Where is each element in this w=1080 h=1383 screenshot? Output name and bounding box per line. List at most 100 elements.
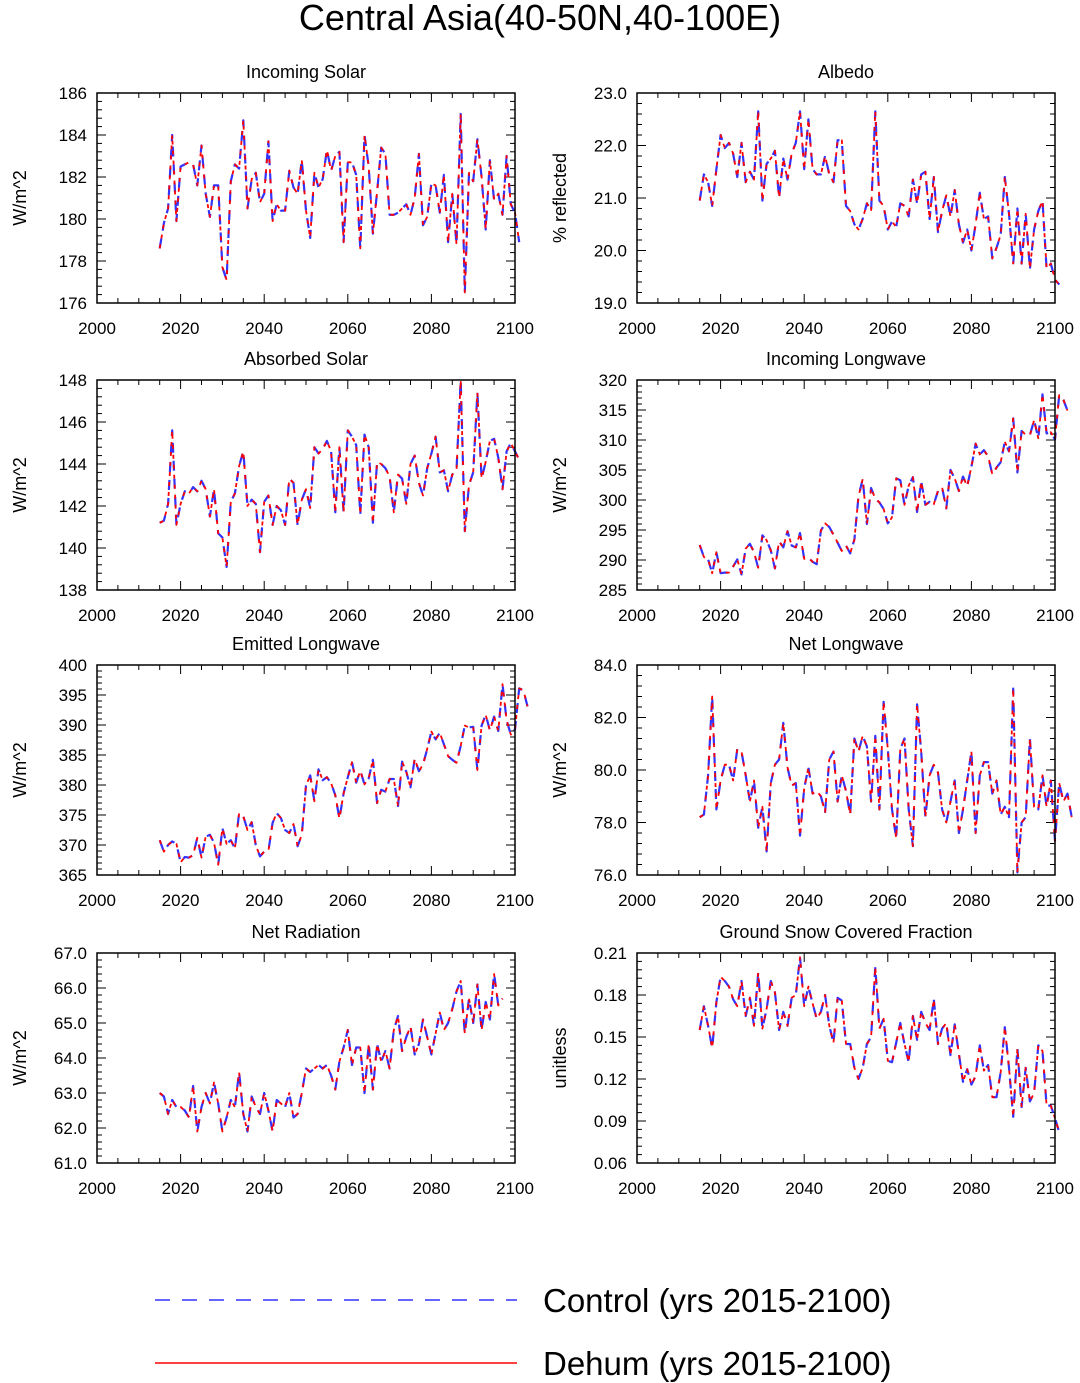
y-axis-label: W/m^2	[10, 1030, 30, 1085]
x-tick-label: 2080	[952, 606, 990, 625]
y-axis-label: W/m^2	[550, 457, 570, 512]
y-tick-label: 19.0	[594, 294, 627, 313]
y-tick-label: 295	[599, 521, 627, 540]
x-tick-label: 2000	[78, 319, 116, 338]
x-tick-label: 2060	[329, 606, 367, 625]
x-tick-label: 2000	[618, 319, 656, 338]
figure-title: Central Asia(40-50N,40-100E)	[299, 0, 781, 38]
panel-title: Ground Snow Covered Fraction	[719, 922, 972, 942]
x-tick-label: 2000	[78, 606, 116, 625]
y-tick-label: 184	[59, 126, 87, 145]
x-tick-label: 2060	[869, 891, 907, 910]
plot-frame	[96, 379, 516, 591]
plot-frame	[96, 952, 516, 1164]
panel-net-longwave: Net Longwave W/m^2 2000 2020 2040 2060 2080 210…	[550, 634, 1074, 910]
x-tick-label: 2080	[412, 891, 450, 910]
x-tick-label: 2020	[702, 1179, 740, 1198]
x-tick-label: 2040	[245, 1179, 283, 1198]
x-tick-label: 2000	[618, 606, 656, 625]
y-tick-label: 176	[59, 294, 87, 313]
y-axis-label: W/m^2	[10, 457, 30, 512]
y-tick-label: 320	[599, 371, 627, 390]
x-tick-label: 2100	[1036, 891, 1074, 910]
y-tick-label: 310	[599, 431, 627, 450]
x-tick-label: 2100	[496, 606, 534, 625]
x-tick-label: 2100	[496, 1179, 534, 1198]
series-line-dehum	[699, 687, 1073, 874]
series-line-dehum	[159, 379, 521, 568]
series-line-control	[158, 972, 504, 1133]
x-tick-label: 2100	[496, 319, 534, 338]
x-tick-label: 2040	[785, 606, 823, 625]
y-tick-label: 0.21	[594, 944, 627, 963]
x-tick-label: 2100	[496, 891, 534, 910]
y-tick-label: 0.18	[594, 986, 627, 1005]
x-tick-label: 2040	[245, 319, 283, 338]
panel-title: Incoming Solar	[246, 62, 366, 82]
x-tick-label: 2080	[412, 319, 450, 338]
y-tick-label: 300	[599, 491, 627, 510]
y-tick-label: 148	[59, 371, 87, 390]
y-tick-label: 65.0	[54, 1014, 87, 1033]
y-tick-label: 80.0	[594, 761, 627, 780]
x-tick-label: 2080	[952, 1179, 990, 1198]
y-tick-label: 84.0	[594, 656, 627, 675]
x-tick-label: 2060	[329, 1179, 367, 1198]
y-tick-label: 76.0	[594, 866, 627, 885]
x-tick-label: 2060	[869, 606, 907, 625]
plot-frame	[636, 952, 1056, 1164]
x-tick-label: 2060	[869, 319, 907, 338]
y-tick-label: 370	[59, 836, 87, 855]
y-axis-label: W/m^2	[10, 170, 30, 225]
y-tick-label: 63.0	[54, 1084, 87, 1103]
series-line-control	[159, 378, 521, 569]
x-tick-label: 2040	[245, 891, 283, 910]
y-tick-label: 140	[59, 539, 87, 558]
y-tick-label: 0.12	[594, 1070, 627, 1089]
x-tick-label: 2020	[702, 606, 740, 625]
x-tick-label: 2020	[162, 1179, 200, 1198]
y-tick-label: 78.0	[594, 814, 627, 833]
y-tick-label: 400	[59, 656, 87, 675]
y-axis-label: % reflected	[550, 153, 570, 243]
y-tick-label: 138	[59, 581, 87, 600]
panel-title: Albedo	[818, 62, 874, 82]
panel-absorbed-solar: Absorbed Solar W/m^2 2000 2020 2040 2060 2080 2…	[10, 349, 534, 625]
series-line-control	[698, 956, 1061, 1133]
panel-ground-snow-covered-fraction: Ground Snow Covered Fraction unitless 2000…	[550, 922, 1074, 1198]
x-tick-label: 2080	[952, 891, 990, 910]
panel-emitted-longwave: Emitted Longwave W/m^2 2000 2020 2040 2060 208…	[10, 634, 534, 910]
legend-control-label: Control (yrs 2015-2100)	[543, 1282, 892, 1319]
y-tick-label: 144	[59, 455, 87, 474]
x-tick-label: 2020	[162, 319, 200, 338]
y-tick-label: 395	[59, 686, 87, 705]
x-tick-label: 2000	[618, 1179, 656, 1198]
y-tick-label: 0.15	[594, 1028, 627, 1047]
series-line-dehum	[159, 973, 504, 1133]
y-tick-label: 385	[59, 746, 87, 765]
x-tick-label: 2100	[1036, 319, 1074, 338]
series-line-control	[158, 112, 521, 294]
panel-incoming-longwave: Incoming Longwave W/m^2 2000 2020 2040 2060 20…	[550, 349, 1074, 625]
x-tick-label: 2060	[869, 1179, 907, 1198]
plot-frame	[636, 379, 1056, 591]
panel-title: Net Radiation	[251, 922, 360, 942]
panel-net-radiation: Net Radiation W/m^2 2000 2020 2040 2060 2080 21…	[10, 922, 534, 1198]
y-tick-label: 375	[59, 806, 87, 825]
panel-title: Net Longwave	[788, 634, 903, 654]
x-tick-label: 2000	[618, 891, 656, 910]
x-tick-label: 2020	[702, 319, 740, 338]
y-tick-label: 146	[59, 413, 87, 432]
panel-title: Absorbed Solar	[244, 349, 368, 369]
y-tick-label: 66.0	[54, 979, 87, 998]
x-tick-label: 2100	[1036, 1179, 1074, 1198]
x-tick-label: 2000	[78, 1179, 116, 1198]
y-tick-label: 22.0	[594, 137, 627, 156]
y-tick-label: 67.0	[54, 944, 87, 963]
y-axis-label: unitless	[550, 1027, 570, 1088]
plot-frame	[96, 92, 516, 304]
x-tick-label: 2020	[162, 606, 200, 625]
series-line-dehum	[158, 113, 521, 294]
x-tick-label: 2040	[785, 891, 823, 910]
x-tick-label: 2040	[245, 606, 283, 625]
